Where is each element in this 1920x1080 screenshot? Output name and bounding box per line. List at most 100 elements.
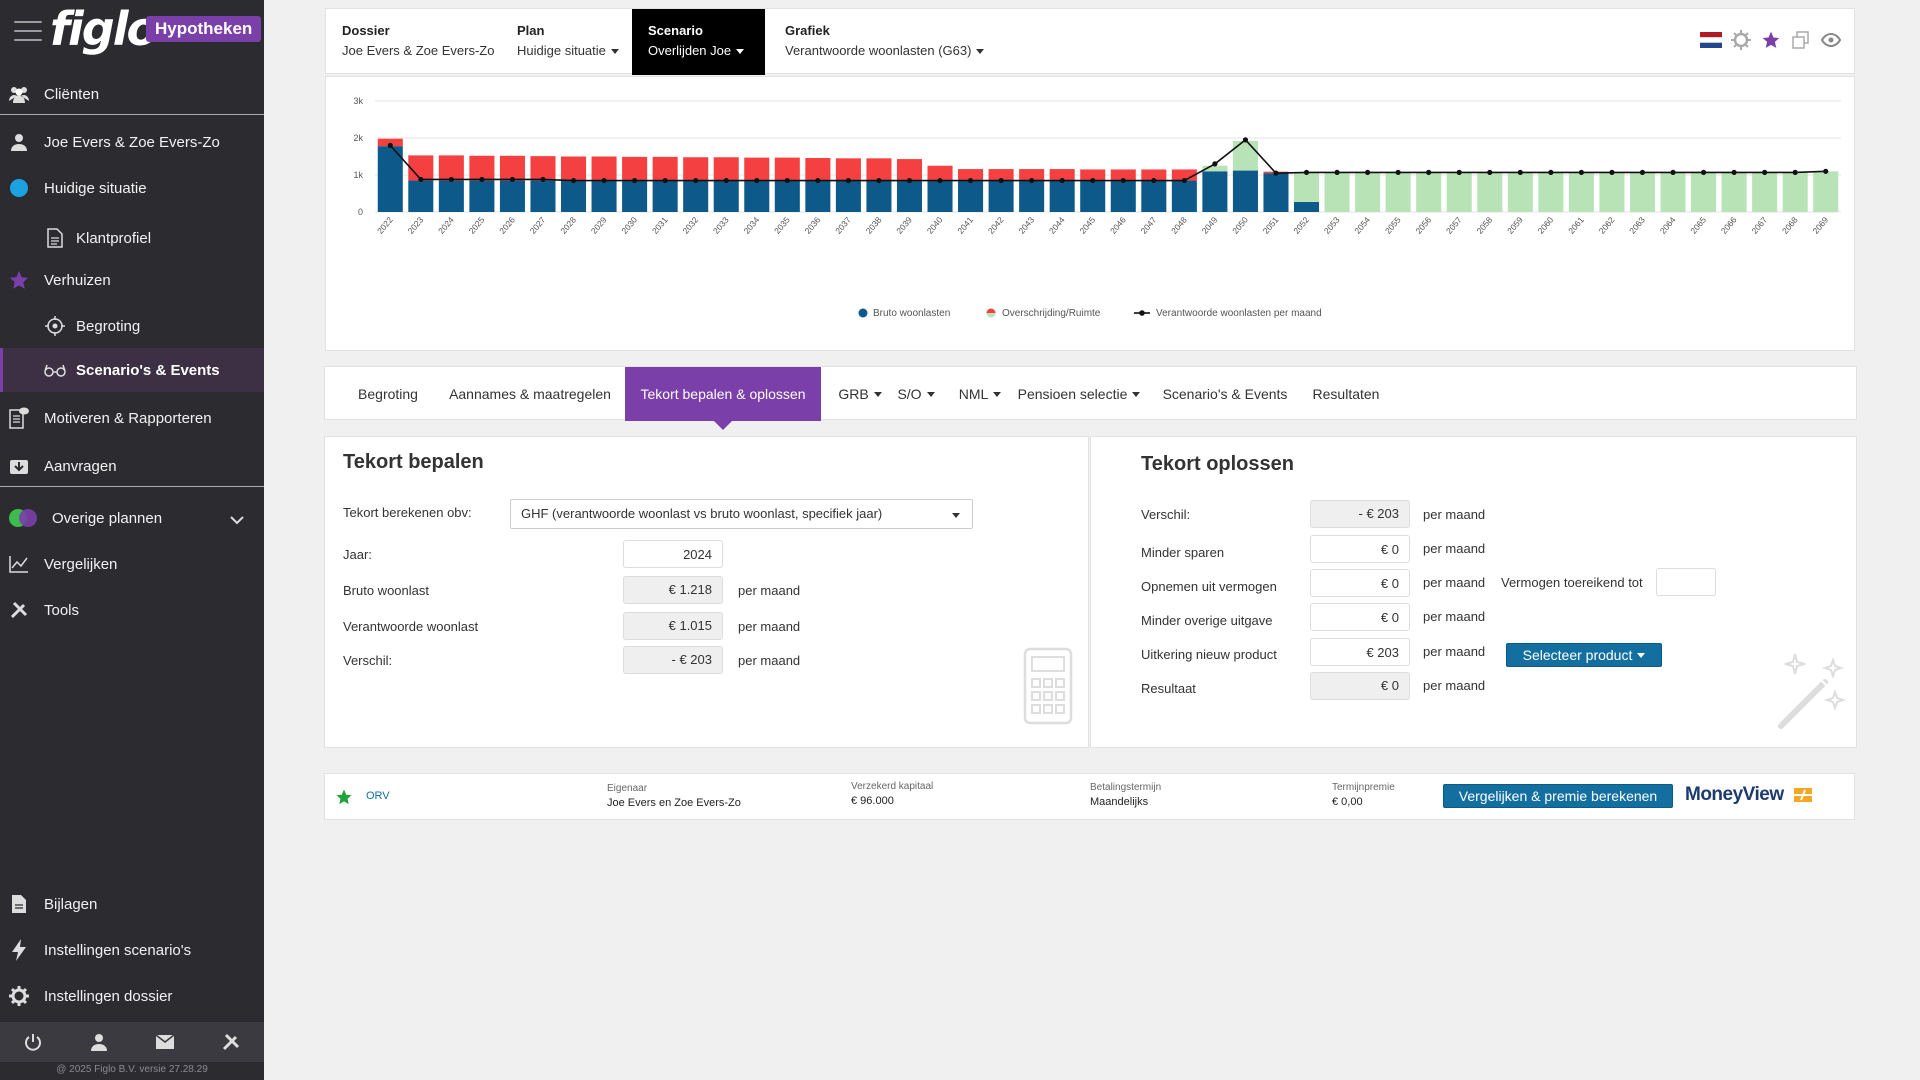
- sidebar-item-tools[interactable]: Tools: [0, 588, 264, 632]
- line-point[interactable]: [784, 177, 790, 184]
- line-point[interactable]: [632, 177, 638, 184]
- line-point[interactable]: [1029, 177, 1035, 184]
- line-point[interactable]: [1700, 169, 1707, 176]
- tab-resultaten[interactable]: Resultaten: [1312, 386, 1380, 402]
- bar-overschrijding[interactable]: [1752, 172, 1778, 212]
- bar-overschrijding[interactable]: [560, 156, 587, 181]
- eye-icon[interactable]: [1820, 29, 1842, 51]
- uitkering-input[interactable]: [1310, 638, 1410, 666]
- tab-scenarios-events[interactable]: Scenario's & Events: [1162, 386, 1288, 402]
- bar-bruto[interactable]: [377, 146, 403, 212]
- line-point[interactable]: [1120, 177, 1126, 184]
- settings-icon[interactable]: [1730, 29, 1752, 51]
- tab-tekort[interactable]: Tekort bepalen & oplossen: [625, 367, 821, 430]
- bar-bruto[interactable]: [1293, 202, 1320, 212]
- line-point[interactable]: [1090, 177, 1096, 184]
- bar-overschrijding[interactable]: [530, 156, 556, 181]
- sidebar-item-instellingen-scenarios[interactable]: Instellingen scenario's: [0, 928, 264, 972]
- line-point[interactable]: [1151, 177, 1157, 184]
- bar-bruto[interactable]: [469, 180, 495, 212]
- bar-overschrijding[interactable]: [438, 155, 464, 181]
- bar-overschrijding[interactable]: [1416, 172, 1442, 212]
- bar-overschrijding[interactable]: [1202, 165, 1228, 172]
- line-point[interactable]: [1242, 137, 1249, 143]
- line-point[interactable]: [540, 176, 546, 183]
- tab-aannames[interactable]: Aannames & maatregelen: [449, 386, 611, 402]
- minder-overige-input[interactable]: [1310, 603, 1410, 631]
- sidebar-item-huidige-situatie[interactable]: Huidige situatie: [0, 166, 264, 210]
- sidebar-item-scenarios-events[interactable]: Scenario's & Events: [0, 348, 264, 392]
- sidebar-item-klantprofiel[interactable]: Klantprofiel: [0, 216, 264, 260]
- bar-overschrijding[interactable]: [1691, 172, 1717, 212]
- bar-overschrijding[interactable]: [1385, 172, 1411, 212]
- bar-bruto[interactable]: [1019, 180, 1045, 212]
- bar-bruto[interactable]: [896, 180, 923, 212]
- bar-bruto[interactable]: [652, 180, 678, 212]
- bar-overschrijding[interactable]: [1049, 169, 1075, 181]
- bar-bruto[interactable]: [713, 180, 739, 212]
- line-point[interactable]: [1456, 169, 1462, 176]
- sidebar-item-motiveren[interactable]: Motiveren & Rapporteren: [0, 396, 264, 440]
- bar-overschrijding[interactable]: [1293, 172, 1320, 203]
- bar-bruto[interactable]: [1202, 171, 1228, 212]
- bar-bruto[interactable]: [499, 180, 525, 212]
- line-point[interactable]: [1548, 169, 1554, 176]
- line-point[interactable]: [448, 176, 454, 183]
- line-point[interactable]: [418, 176, 424, 183]
- jaar-input[interactable]: [623, 540, 723, 568]
- line-point[interactable]: [723, 177, 729, 184]
- legend-over-label[interactable]: Overschrijding/Ruimte: [1002, 308, 1101, 319]
- bar-overschrijding[interactable]: [1813, 171, 1839, 212]
- bar-overschrijding[interactable]: [744, 157, 770, 181]
- bar-overschrijding[interactable]: [469, 155, 495, 181]
- line-point[interactable]: [845, 177, 851, 184]
- bar-overschrijding[interactable]: [1019, 169, 1045, 181]
- line-point[interactable]: [1731, 169, 1737, 176]
- line-point[interactable]: [1212, 161, 1218, 167]
- line-point[interactable]: [906, 177, 913, 184]
- account-icon[interactable]: [89, 1032, 109, 1052]
- line-point[interactable]: [1487, 169, 1493, 176]
- bar-bruto[interactable]: [805, 180, 831, 212]
- bar-overschrijding[interactable]: [1080, 169, 1106, 181]
- bar-bruto[interactable]: [560, 180, 587, 212]
- vermogen-input[interactable]: [1656, 568, 1716, 596]
- line-point[interactable]: [1303, 169, 1310, 176]
- mail-icon[interactable]: [155, 1032, 175, 1052]
- bar-bruto[interactable]: [1080, 180, 1106, 212]
- line-point[interactable]: [693, 177, 699, 184]
- bar-bruto[interactable]: [1263, 173, 1289, 212]
- copy-icon[interactable]: [1790, 29, 1812, 51]
- tools-icon[interactable]: [221, 1032, 241, 1052]
- bar-bruto[interactable]: [683, 180, 709, 212]
- line-point[interactable]: [601, 177, 607, 184]
- bar-bruto[interactable]: [1141, 180, 1167, 212]
- bar-bruto[interactable]: [1171, 180, 1197, 212]
- chevron-down-icon[interactable]: [230, 512, 244, 529]
- bar-bruto[interactable]: [622, 180, 648, 212]
- line-point[interactable]: [1762, 169, 1768, 176]
- bar-bruto[interactable]: [408, 180, 434, 212]
- bar-overschrijding[interactable]: [1629, 172, 1656, 212]
- line-point[interactable]: [1395, 169, 1401, 176]
- line-point[interactable]: [1181, 177, 1187, 184]
- bar-overschrijding[interactable]: [1446, 172, 1472, 212]
- bar-bruto[interactable]: [774, 180, 800, 212]
- bar-overschrijding[interactable]: [1110, 169, 1136, 181]
- bar-overschrijding[interactable]: [1141, 169, 1167, 181]
- line-point[interactable]: [1517, 169, 1523, 176]
- bar-bruto[interactable]: [866, 180, 892, 212]
- favorite-star-icon[interactable]: [1760, 29, 1782, 51]
- bar-overschrijding[interactable]: [377, 138, 403, 147]
- line-point[interactable]: [662, 177, 668, 184]
- tab-pensioen-selectie[interactable]: Pensioen selectie: [1013, 367, 1145, 421]
- line-point[interactable]: [1792, 169, 1798, 176]
- line-point[interactable]: [1609, 169, 1615, 176]
- bar-bruto[interactable]: [591, 180, 617, 212]
- sidebar-item-bijlagen[interactable]: Bijlagen: [0, 882, 264, 926]
- sidebar-item-instellingen-dossier[interactable]: Instellingen dossier: [0, 974, 264, 1018]
- grafiek-selector[interactable]: Grafiek Verantwoorde woonlasten (G63): [769, 9, 1000, 75]
- bar-bruto[interactable]: [1049, 180, 1075, 212]
- bar-overschrijding[interactable]: [1538, 172, 1564, 212]
- bar-overschrijding[interactable]: [835, 158, 861, 181]
